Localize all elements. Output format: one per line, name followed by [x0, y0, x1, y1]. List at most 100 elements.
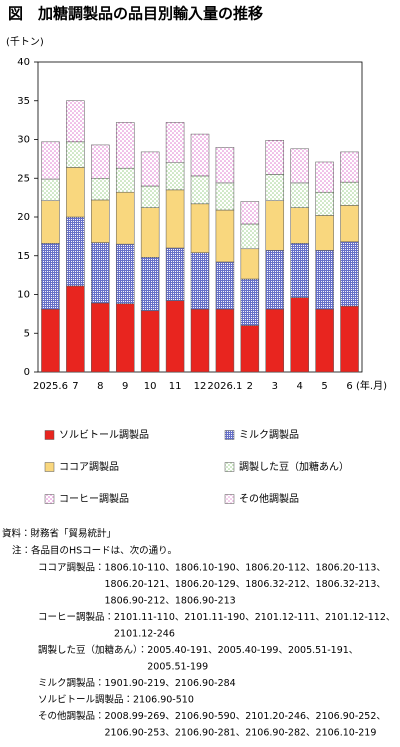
bar-segment	[140, 310, 160, 373]
legend-label: その他調製品	[239, 492, 299, 505]
bar-segment	[340, 181, 359, 206]
bar-segment	[140, 207, 160, 258]
legend-marker	[44, 462, 55, 472]
bar-segment	[91, 242, 110, 304]
bar-segment	[41, 243, 60, 310]
bar-segment	[91, 178, 110, 201]
note-label: コーヒー調製品：	[38, 611, 114, 623]
x-tick-label: 12	[194, 381, 207, 392]
bar-segment	[41, 141, 60, 180]
bar-segment	[66, 141, 85, 168]
bar-segment	[91, 199, 110, 243]
bar-segment	[66, 216, 85, 287]
bar-segment	[240, 223, 260, 250]
note-line: 1806.20-121、1806.20-129、1806.32-212、1806…	[105, 579, 386, 590]
y-tick-label: 30	[17, 135, 30, 146]
x-axis-label: (年.月)	[356, 379, 387, 392]
legend-marker	[44, 494, 55, 504]
bar-segment	[215, 182, 235, 211]
bar-segment	[91, 144, 110, 179]
note: 注：各品目のHSコードは、次の通り。	[12, 545, 177, 557]
x-tick-label: 9	[122, 381, 128, 392]
note-line: 2106.90-253、2106.90-281、2106.90-282、2106…	[105, 728, 377, 739]
bar-segment	[66, 167, 85, 218]
bar-segment	[115, 303, 135, 373]
bar-segment	[41, 308, 60, 373]
legend-marker	[224, 430, 235, 440]
y-tick-label: 15	[17, 251, 30, 262]
x-tick-label: 2026.1	[207, 381, 242, 392]
x-tick-label: 3	[272, 381, 278, 392]
x-tick-label: 5	[321, 381, 327, 392]
note-line: 2101.12-246	[114, 629, 175, 640]
legend-marker	[224, 462, 235, 472]
bar-segment	[290, 207, 309, 244]
bar-segment	[165, 162, 185, 191]
y-tick-label: 35	[17, 96, 30, 107]
y-tick-label: 10	[17, 290, 30, 301]
bar-segment	[190, 252, 210, 310]
bar-segment	[66, 285, 85, 373]
bar-segment	[290, 182, 309, 208]
bar-segment	[315, 308, 334, 373]
note-label: 調製した豆（加糖あん）：	[38, 644, 147, 656]
bar-segment	[190, 203, 210, 253]
bar-segment	[240, 248, 260, 280]
note-label: ココア調製品：	[38, 562, 105, 574]
bar-segment	[290, 297, 309, 373]
bar-segment	[91, 302, 110, 373]
note-line: 1806.90-212、1806.90-213	[105, 596, 236, 607]
legend-label: 調製した豆（加糖あん）	[239, 460, 349, 473]
x-tick-label: 2	[247, 381, 253, 392]
x-tick-label: 7	[72, 381, 78, 392]
bar-segment	[115, 191, 135, 245]
bar-segment	[190, 308, 210, 373]
x-tick-label: 6	[346, 381, 352, 392]
legend-label: ココア調製品	[59, 460, 119, 473]
bar-segment	[240, 325, 260, 373]
bar-segment	[190, 133, 210, 177]
bar-segment	[41, 178, 60, 201]
note-line: 1806.10-110、1806.10-190、1806.20-112、1806…	[105, 563, 386, 574]
x-tick-label: 4	[297, 381, 303, 392]
legend-marker	[44, 430, 55, 440]
y-tick-label: 40	[17, 57, 30, 68]
bar-segment	[190, 175, 210, 205]
bar-segment	[315, 215, 334, 251]
bar-segment	[265, 174, 285, 201]
bar-segment	[165, 300, 185, 373]
y-tick-label: 20	[17, 212, 30, 223]
bar-segment	[265, 308, 285, 373]
bar-segment	[315, 161, 334, 193]
note-line: 2005.51-199	[147, 662, 208, 673]
bar-segment	[115, 243, 135, 305]
bar-segment	[340, 241, 359, 307]
bar-segment	[290, 148, 309, 184]
bar-segment	[140, 151, 160, 187]
chart-title: 図 加糖調製品の品目別輸入量の推移	[8, 5, 263, 23]
bar-segment	[165, 189, 185, 249]
legend-marker	[224, 494, 235, 504]
bar-segment	[340, 205, 359, 243]
bar-segment	[340, 151, 359, 183]
bar-segment	[215, 147, 235, 184]
y-axis-label: (千トン)	[6, 36, 44, 48]
bar-segment	[265, 250, 285, 310]
bar-segment	[215, 209, 235, 263]
y-tick-label: 0	[24, 367, 30, 378]
note-line: 2008.99-269、2106.90-590、2101.20-246、2106…	[105, 711, 386, 722]
x-tick-label: 10	[144, 381, 157, 392]
bar-segment	[240, 278, 260, 326]
bar-segment	[315, 250, 334, 310]
x-tick-label: 8	[97, 381, 103, 392]
bar-segment	[265, 140, 285, 175]
bar-segment	[115, 167, 135, 193]
bar-segment	[165, 122, 185, 163]
y-tick-label: 5	[24, 328, 30, 339]
note-label: ソルビトール調製品：	[38, 694, 133, 706]
bar-segment	[215, 261, 235, 310]
bar-segment	[315, 191, 334, 216]
legend-label: ソルビトール調製品	[59, 428, 149, 441]
x-tick-label: 2025.6	[33, 381, 68, 392]
note-label: その他調製品：	[38, 710, 105, 722]
